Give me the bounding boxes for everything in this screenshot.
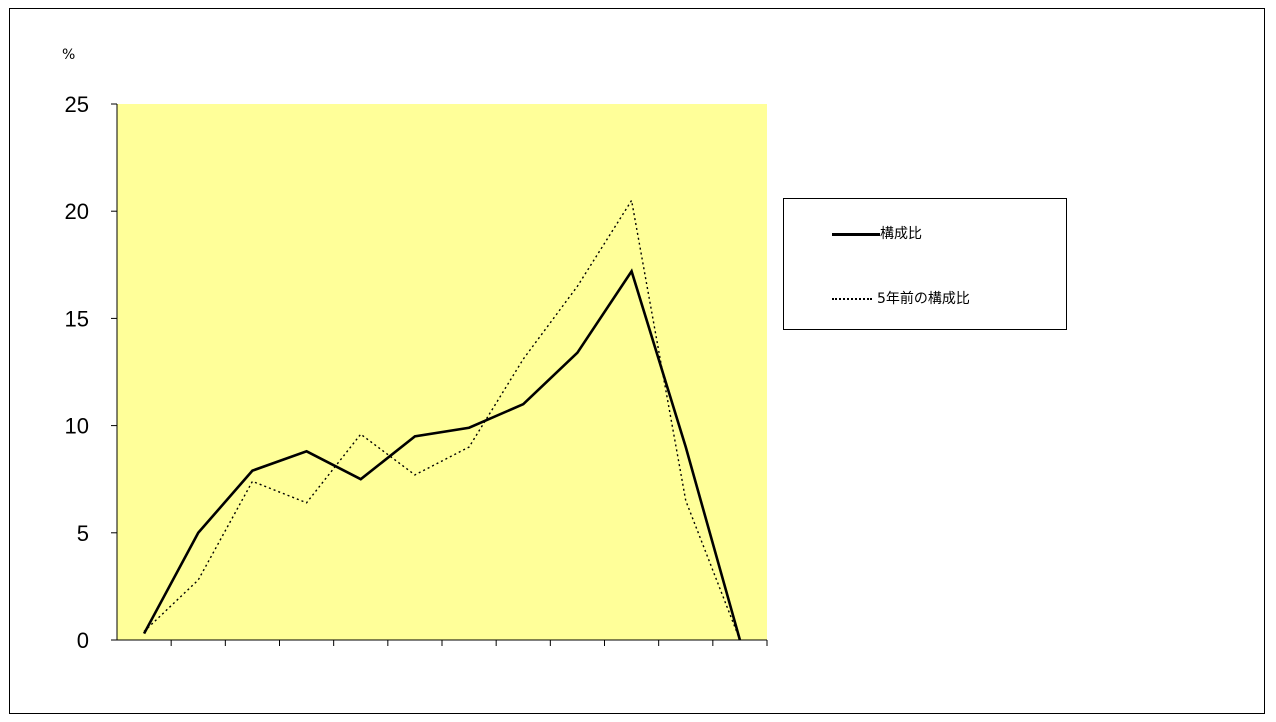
plot-area [117, 104, 767, 640]
y-tick-label: 20 [65, 199, 89, 224]
y-unit-label: % [62, 47, 75, 63]
series-layer [142, 198, 742, 641]
y-tick-label: 5 [77, 521, 89, 546]
y-tick-label: 0 [77, 628, 89, 653]
y-tick-label: 25 [65, 92, 89, 117]
x-axis-ticks [170, 640, 768, 646]
series-line-2 [143, 198, 741, 641]
y-tick-label: 10 [65, 414, 89, 439]
y-tick-label: 15 [65, 306, 89, 331]
legend-label-series-1: 構成比 [880, 226, 922, 242]
legend: 構成比 5年前の構成比 [783, 198, 1067, 330]
y-axis-ticks: 0 5 10 15 20 25 [65, 92, 117, 653]
legend-swatch-series-1 [832, 233, 880, 236]
legend-swatch-series-2 [832, 298, 872, 300]
series-line-1 [142, 268, 742, 641]
legend-label-series-2: 5年前の構成比 [877, 291, 970, 307]
